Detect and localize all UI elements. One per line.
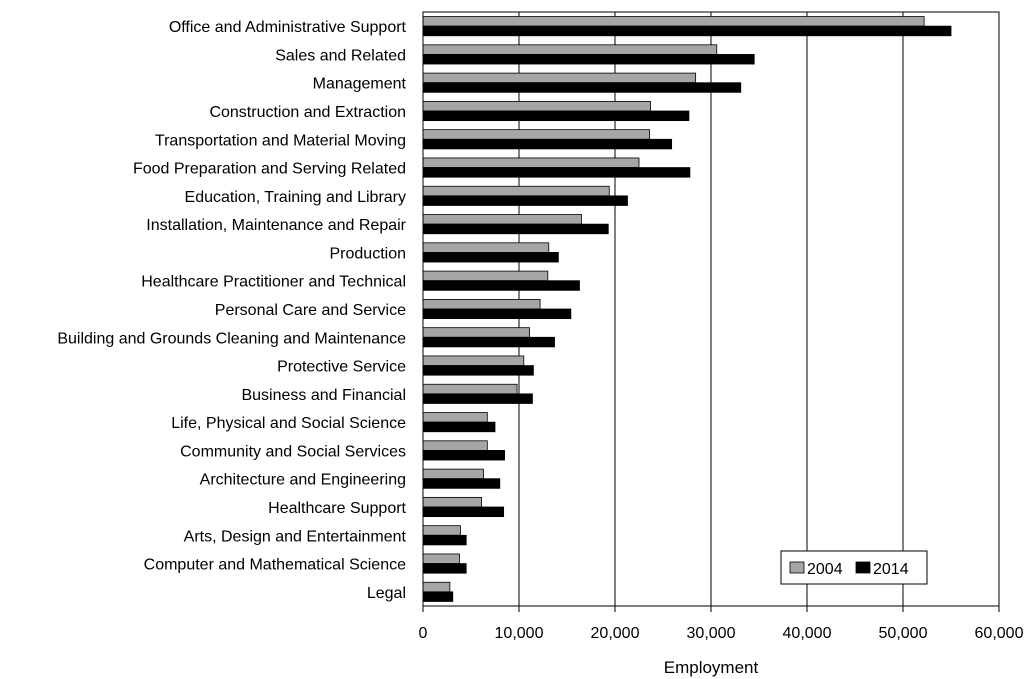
bar-2014-0 bbox=[422, 25, 952, 37]
bar-2014-5 bbox=[422, 167, 691, 178]
x-tick-label: 50,000 bbox=[879, 625, 928, 642]
category-label: Architecture and Engineering bbox=[200, 472, 406, 489]
bar-2004-10 bbox=[422, 298, 541, 310]
bar-2004-4 bbox=[422, 129, 650, 140]
category-label: Transportation and Material Moving bbox=[155, 132, 406, 149]
category-label: Office and Administrative Support bbox=[169, 19, 407, 36]
bar-2014-20 bbox=[422, 591, 454, 602]
bar-2014-16 bbox=[422, 478, 501, 489]
x-tick-label: 60,000 bbox=[975, 625, 1024, 642]
bar-2004-5 bbox=[422, 157, 640, 168]
bar-2014-8 bbox=[422, 252, 559, 263]
bar-2014-13 bbox=[422, 393, 533, 404]
bar-2014-15 bbox=[422, 450, 505, 461]
bar-2004-8 bbox=[422, 242, 550, 253]
x-axis-ticks: 0 10,000 20,000 30,000 40,000 50,000 60,000 bbox=[419, 606, 1024, 642]
legend: 2004 2014 bbox=[780, 550, 928, 585]
x-tick-label: 40,000 bbox=[783, 625, 832, 642]
category-label: Management bbox=[313, 76, 407, 93]
category-label: Building and Grounds Cleaning and Mainte… bbox=[57, 330, 406, 347]
bar-2004-14 bbox=[422, 412, 488, 423]
bars bbox=[422, 16, 952, 602]
bar-2004-9 bbox=[422, 270, 549, 282]
legend-box bbox=[780, 550, 928, 585]
bar-2004-20 bbox=[422, 581, 451, 593]
bar-2014-10 bbox=[422, 308, 572, 320]
x-axis-title: Employment bbox=[664, 658, 759, 677]
bar-2004-16 bbox=[422, 468, 484, 480]
category-label: Installation, Maintenance and Repair bbox=[146, 217, 406, 234]
bar-2014-4 bbox=[422, 138, 673, 150]
bar-2004-6 bbox=[422, 185, 610, 197]
legend-swatch-2004 bbox=[789, 561, 805, 574]
bar-2014-6 bbox=[422, 195, 628, 206]
bar-2014-1 bbox=[422, 54, 755, 65]
bar-2014-9 bbox=[422, 280, 580, 291]
legend-label-2014: 2014 bbox=[873, 561, 909, 578]
category-label: Personal Care and Service bbox=[215, 302, 406, 319]
legend-swatch-2014 bbox=[855, 561, 871, 574]
category-label: Legal bbox=[367, 585, 406, 602]
x-tick-label: 20,000 bbox=[591, 625, 640, 642]
category-label: Protective Service bbox=[277, 359, 406, 376]
category-label: Arts, Design and Entertainment bbox=[184, 528, 407, 545]
bar-2014-19 bbox=[422, 563, 467, 574]
bar-2014-11 bbox=[422, 336, 555, 348]
bar-2004-12 bbox=[422, 355, 525, 366]
bar-2014-12 bbox=[422, 365, 534, 376]
category-labels: Office and Administrative Support Sales a… bbox=[57, 19, 406, 602]
bar-2014-14 bbox=[422, 421, 496, 433]
category-label: Education, Training and Library bbox=[185, 189, 406, 206]
bar-2004-11 bbox=[422, 327, 530, 338]
category-label: Sales and Related bbox=[275, 47, 406, 64]
bar-2004-2 bbox=[422, 72, 697, 84]
bar-2004-19 bbox=[422, 553, 460, 564]
category-label: Community and Social Services bbox=[180, 443, 406, 460]
x-tick-label: 30,000 bbox=[687, 625, 736, 642]
category-label: Production bbox=[330, 245, 407, 262]
bar-2004-3 bbox=[422, 100, 651, 112]
category-label: Life, Physical and Social Science bbox=[171, 415, 406, 432]
bar-2014-2 bbox=[422, 82, 742, 93]
bar-2004-13 bbox=[422, 383, 518, 395]
bar-2004-15 bbox=[422, 440, 488, 451]
x-tick-label: 10,000 bbox=[495, 625, 544, 642]
bar-2014-3 bbox=[422, 110, 690, 122]
bar-2004-1 bbox=[422, 44, 718, 55]
bar-2004-0 bbox=[422, 16, 925, 27]
bar-2014-7 bbox=[422, 223, 609, 235]
category-label: Construction and Extraction bbox=[209, 104, 406, 121]
x-tick-label: 0 bbox=[419, 625, 428, 642]
category-label: Healthcare Support bbox=[268, 500, 406, 517]
bar-2014-17 bbox=[422, 506, 505, 518]
bar-2004-7 bbox=[422, 214, 582, 225]
bar-2004-17 bbox=[422, 496, 482, 508]
legend-label-2004: 2004 bbox=[807, 561, 843, 578]
category-label: Computer and Mathematical Science bbox=[144, 557, 406, 574]
bar-2014-18 bbox=[422, 534, 467, 546]
category-label: Business and Financial bbox=[241, 387, 406, 404]
bar-2004-18 bbox=[422, 525, 461, 536]
category-label: Healthcare Practitioner and Technical bbox=[141, 274, 406, 291]
category-label: Food Preparation and Serving Related bbox=[133, 161, 406, 178]
